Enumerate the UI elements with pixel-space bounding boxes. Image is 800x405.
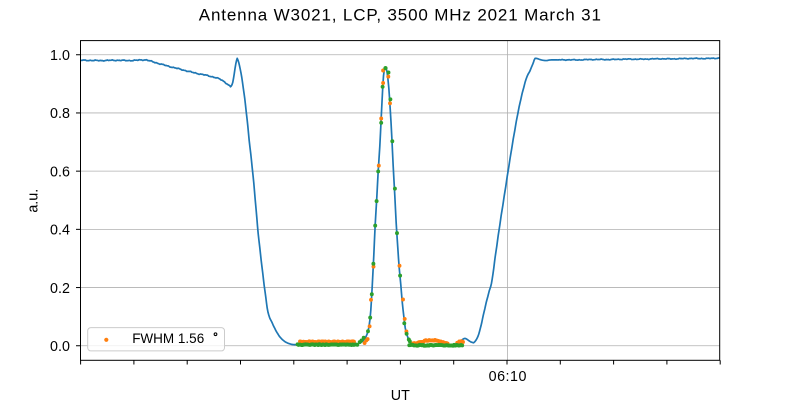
svg-text:0.2: 0.2 (50, 281, 70, 297)
svg-text:0.4: 0.4 (50, 223, 70, 239)
svg-text:1.0: 1.0 (50, 48, 70, 64)
svg-text:06:10: 06:10 (489, 369, 527, 385)
svg-text:Antenna W3021, LCP, 3500 MHz 2: Antenna W3021, LCP, 3500 MHz 2021 March … (199, 5, 602, 24)
svg-text:0.6: 0.6 (50, 164, 70, 180)
svg-text:FWHM 1.56: FWHM 1.56 (132, 331, 204, 346)
svg-text:a.u.: a.u. (25, 189, 41, 213)
svg-text:0.8: 0.8 (50, 106, 70, 122)
svg-text:UT: UT (391, 388, 410, 400)
svg-text:0.0: 0.0 (50, 339, 70, 355)
